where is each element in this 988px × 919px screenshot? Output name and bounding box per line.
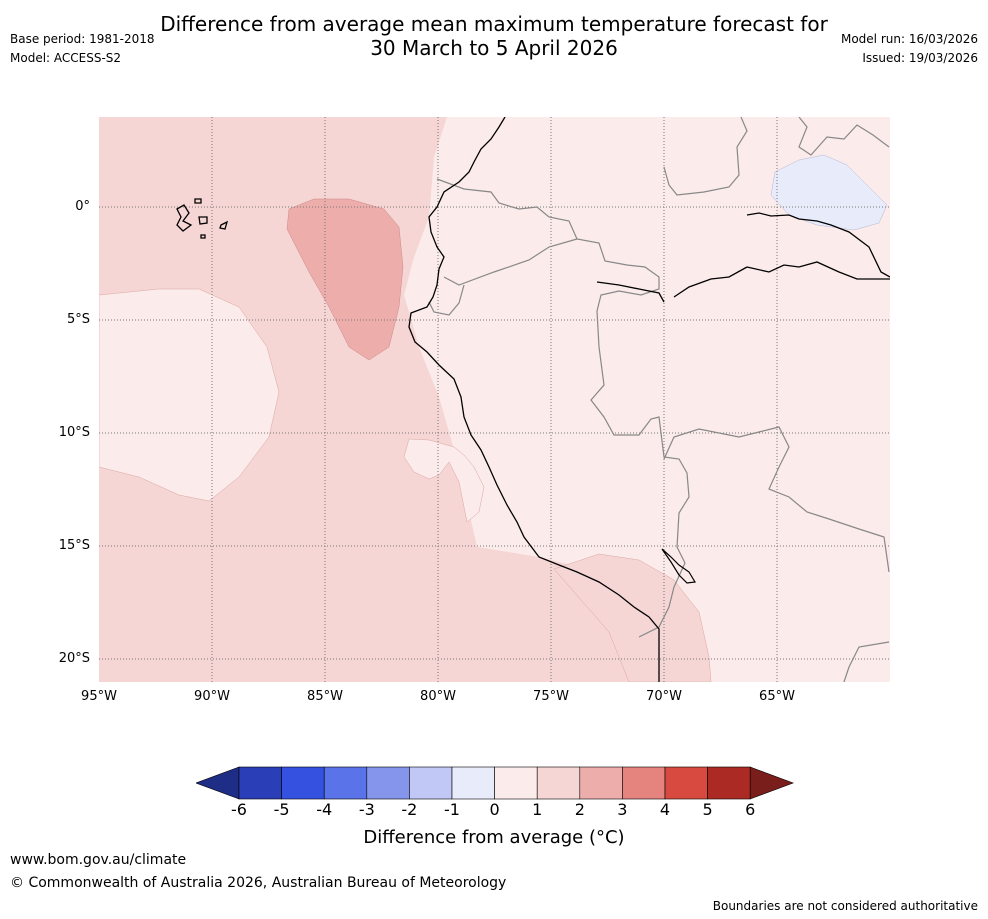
colorbar-arrow-low [196,766,240,800]
colorbar-segment [451,766,495,800]
colorbar-tick-label: -3 [358,800,375,819]
lon-label-90w: 90°W [194,689,230,704]
ocean-warm-patch-west [99,288,280,502]
gridlines [99,117,890,682]
map-title: Difference from average mean maximum tem… [0,12,988,60]
colorbar-arrow-high [749,766,794,800]
website-link[interactable]: www.bom.gov.au/climate [10,852,187,868]
colorbar-tick-label: -5 [273,800,290,819]
colorbar-tick-label: -1 [444,800,460,819]
lat-label-10s: 10°S [58,425,90,440]
copyright-notice: © Commonwealth of Australia 2026, Austra… [10,875,507,891]
colorbar-tick-label: 4 [659,800,671,819]
model-name: Model: ACCESS-S2 [10,51,122,65]
lon-label-75w: 75°W [533,689,569,704]
colorbar-segment [409,766,453,800]
land-cool-blob [770,154,888,231]
colorbar-tick-label: 6 [745,800,756,819]
title-line-1: Difference from average mean maximum tem… [160,12,828,36]
colorbar-segment [664,766,708,800]
colorbar-tick-label: 5 [702,800,713,819]
colorbar-label: Difference from average (°C) [363,827,625,848]
lon-label-70w: 70°W [646,689,682,704]
colorbar-tick-label: -4 [316,800,333,819]
ocean-warm-blob [286,198,404,361]
lat-label-0: 0° [75,199,90,214]
base-period: Base period: 1981-2018 [10,32,155,46]
colorbar-segment [622,766,666,800]
coastline [408,117,890,682]
colorbar-tick-label: -2 [401,800,418,819]
colorbar-tick-label: 0 [489,800,500,819]
lat-label-5s: 5°S [66,312,90,327]
colorbar-segment [494,766,538,800]
ocean-warm-patch-coast [403,438,485,523]
land-warm-patch-south [553,553,712,682]
lake-titicaca [661,548,696,584]
colorbar-segment [536,766,581,800]
lon-label-65w: 65°W [759,689,795,704]
title-line-2: 30 March to 5 April 2026 [370,36,618,60]
colorbar-segment [281,766,325,800]
lat-label-20s: 20°S [58,651,90,666]
colorbar-segment [707,766,751,800]
issued-date: Issued: 19/03/2026 [862,51,978,65]
lat-label-15s: 15°S [58,538,90,553]
land-area [404,117,890,682]
colorbar-tick-label: 2 [574,800,585,819]
model-run: Model run: 16/03/2026 [840,32,978,46]
colorbar [196,766,794,800]
lon-label-80w: 80°W [420,689,456,704]
colorbar-tick-label: 3 [617,800,628,819]
colorbar-segment [323,766,368,800]
lon-label-95w: 95°W [81,689,117,704]
boundary-disclaimer: Boundaries are not considered authoritat… [712,899,978,913]
map-panel [99,117,890,682]
lon-label-85w: 85°W [307,689,343,704]
colorbar-segment [238,766,282,800]
colorbar-segment [579,766,623,800]
galapagos-islands [176,198,229,239]
colorbar-tick-label: -6 [231,800,247,819]
colorbar-segment [366,766,410,800]
country-borders [428,117,890,682]
colorbar-tick-label: 1 [532,800,543,819]
